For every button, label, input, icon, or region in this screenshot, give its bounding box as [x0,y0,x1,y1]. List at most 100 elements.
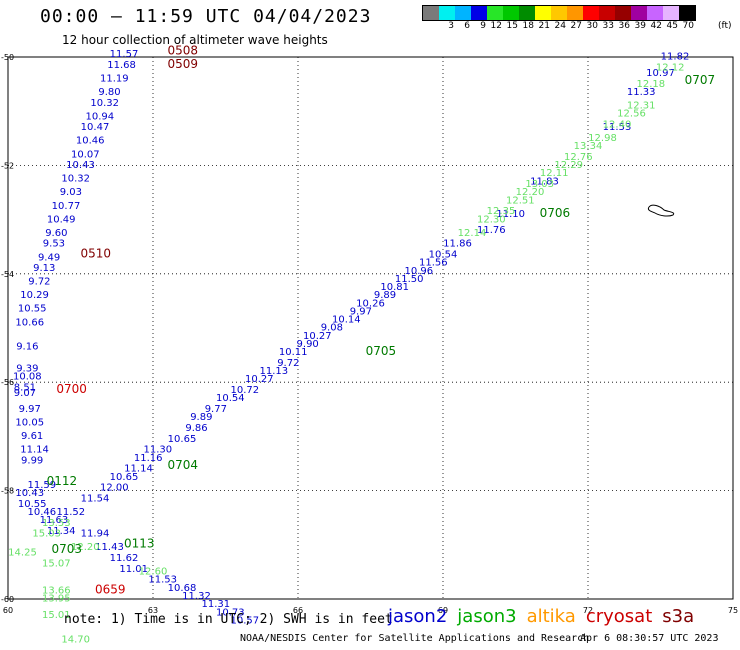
pass-time-label: 0705 [366,344,397,358]
wave-height-value: 9.61 [21,431,43,442]
legend-label: 27 [570,21,582,31]
island-outline [647,204,675,217]
wave-height-value: 10.27 [303,331,332,342]
lon-tick-label: 75 [728,606,738,615]
lat-tick-label: -52 [1,161,14,170]
page-title: 00:00 — 11:59 UTC 04/04/2023 [40,6,372,27]
wave-height-value: 11.76 [477,225,506,236]
legend-swatch [455,6,471,20]
wave-height-value: 10.96 [405,266,434,277]
pass-time-label: 0113 [124,537,155,551]
wave-height-value: 11.50 [395,274,424,285]
lat-tick-label: -50 [1,53,14,62]
wave-height-value: 10.54 [429,250,458,261]
wave-height-value: 10.97 [646,68,675,79]
legend-label: 24 [554,21,566,31]
wave-height-value: 11.94 [81,529,110,540]
satellite-name: altika [526,606,576,627]
satellite-name: s3a [662,606,695,627]
wave-height-value: 12.40 [603,119,632,130]
wave-height-value: 13.34 [574,141,603,152]
lat-tick-label: -58 [1,487,14,496]
wave-height-value: 10.26 [356,298,385,309]
color-legend-labels: 3 6 9 12 15 18 21 24 27 30 33 36 39 42 45 70 [422,21,694,31]
wave-height-value: 12.35 [487,206,516,217]
wave-height-value: 10.55 [18,304,47,315]
wave-height-value: 11.86 [443,239,472,250]
wave-height-value: 14.70 [61,634,90,645]
legend-label: 30 [586,21,598,31]
wave-height-value: 11.59 [28,480,57,491]
wave-height-value: 10.66 [15,317,44,328]
wave-height-value: 9.89 [374,290,396,301]
pass-time-label: 0700 [56,382,87,396]
legend-label: 33 [602,21,614,31]
pass-time-label: 0707 [685,73,716,87]
legend-label: 9 [480,21,486,31]
wave-height-value: 12.20 [516,187,545,198]
wave-height-value: 10.55 [18,499,47,510]
pass-time-label: 0508 [168,43,199,57]
wave-height-value: 12.98 [588,133,617,144]
wave-height-value: 9.53 [43,239,65,250]
wave-height-value: 12.20 [71,542,100,553]
wave-height-value: 9.97 [19,404,41,415]
legend-swatch [423,6,439,20]
wave-height-value: 10.27 [245,374,274,385]
wave-height-value: 11.68 [107,60,136,71]
legend-swatch [439,6,455,20]
wave-height-value: 11.30 [144,445,173,456]
wave-height-value: 10.77 [52,201,81,212]
wave-height-value: 10.72 [231,385,260,396]
wave-height-value: 11.63 [40,515,69,526]
wave-height-value: 9.77 [205,404,227,415]
wave-height-value: 10.08 [13,371,42,382]
wave-height-value: 10.14 [332,315,361,326]
wave-height-value: 11.56 [419,258,448,269]
legend-label: 18 [522,21,534,31]
pass-time-label: 0703 [52,542,83,556]
wave-height-value: 10.47 [81,122,110,133]
wave-height-value: 9.89 [190,412,212,423]
wave-height-value: 10.46 [76,136,105,147]
legend-swatch [503,6,519,20]
wave-height-value: 11.83 [530,176,559,187]
wave-height-value: 10.29 [20,290,49,301]
wave-height-value: 10.65 [110,472,139,483]
legend-swatch [631,6,647,20]
wave-height-value: 11.43 [95,542,124,553]
lat-tick-label: -60 [1,595,14,604]
lon-tick-label: 66 [293,606,303,615]
page-subtitle: 12 hour collection of altimeter wave hei… [62,33,328,47]
wave-height-value: 9.72 [28,277,50,288]
wave-height-value: 12.31 [627,100,656,111]
wave-height-value: 9.03 [60,187,82,198]
lat-tick-label: -54 [1,270,14,279]
legend-swatch [551,6,567,20]
color-legend [422,5,696,21]
wave-height-value: 12.51 [506,195,535,206]
wave-height-value: 10.73 [216,607,245,618]
legend-label: 39 [634,21,646,31]
wave-height-value: 11.82 [661,52,690,63]
wave-height-value: 11.16 [134,453,163,464]
pass-time-label: 0509 [168,57,199,71]
pass-time-label: 0659 [95,583,126,597]
wave-height-value: 11.53 [603,122,632,133]
legend-label: 6 [464,21,470,31]
wave-height-value: 11.19 [100,73,129,84]
wave-height-value: 11.10 [496,209,525,220]
pass-time-label: 0704 [168,458,199,472]
wave-height-value: 12.29 [554,160,583,171]
wave-height-value: 10.49 [47,214,76,225]
wave-height-value: 10.81 [380,282,409,293]
wave-height-value: 9.16 [16,342,38,353]
wave-height-value: 14.25 [8,548,37,559]
wave-height-value: 12.76 [564,152,593,163]
wave-height-value: 8.51 [14,382,36,393]
wave-height-value: 11.53 [148,575,177,586]
legend-swatch [519,6,535,20]
wave-height-value: 9.99 [21,456,43,467]
wave-height-value: 13.03 [525,179,554,190]
wave-height-value: 15.01 [42,610,71,621]
